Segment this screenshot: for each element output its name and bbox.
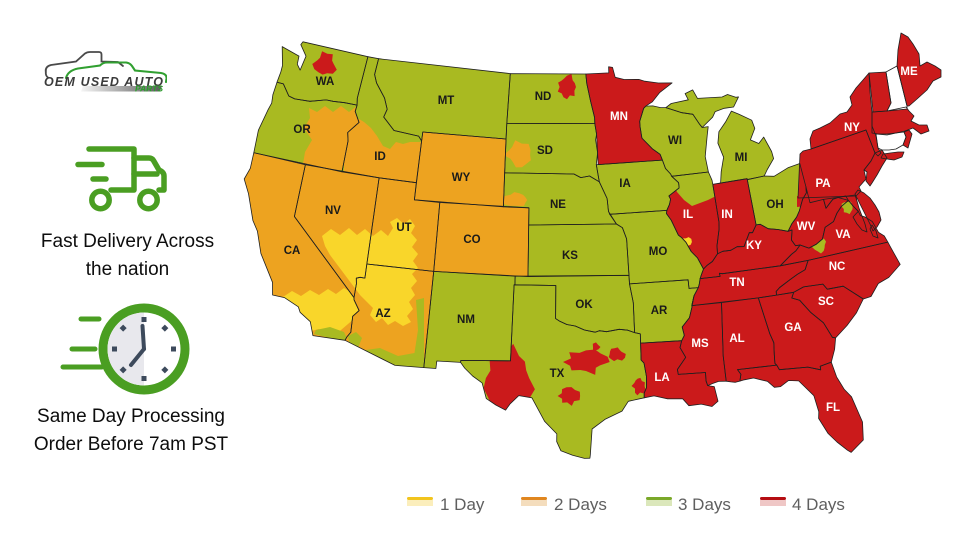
- svg-text:WV: WV: [797, 221, 816, 233]
- svg-text:PA: PA: [815, 178, 830, 190]
- svg-text:OR: OR: [293, 124, 311, 136]
- svg-text:PARTS: PARTS: [135, 84, 163, 94]
- svg-text:AZ: AZ: [375, 308, 390, 320]
- svg-text:GA: GA: [784, 322, 801, 334]
- svg-text:OK: OK: [575, 299, 593, 311]
- svg-text:MT: MT: [438, 95, 455, 107]
- svg-text:AR: AR: [651, 305, 668, 317]
- svg-text:SD: SD: [537, 145, 553, 157]
- svg-text:NM: NM: [457, 314, 475, 326]
- svg-text:FL: FL: [826, 402, 840, 414]
- svg-text:UT: UT: [396, 222, 411, 234]
- svg-text:IN: IN: [721, 209, 733, 221]
- svg-text:CA: CA: [284, 245, 301, 257]
- svg-text:LA: LA: [654, 372, 669, 384]
- svg-text:KS: KS: [562, 250, 578, 262]
- svg-text:OH: OH: [766, 199, 783, 211]
- svg-text:ID: ID: [374, 151, 386, 163]
- svg-text:KY: KY: [746, 240, 762, 252]
- svg-text:NY: NY: [844, 122, 860, 134]
- svg-text:WI: WI: [668, 135, 682, 147]
- svg-text:AL: AL: [729, 333, 744, 345]
- svg-text:NE: NE: [550, 199, 566, 211]
- svg-text:ME: ME: [900, 66, 918, 78]
- svg-text:IA: IA: [619, 178, 631, 190]
- svg-text:TX: TX: [550, 368, 565, 380]
- svg-text:NV: NV: [325, 205, 341, 217]
- svg-text:TN: TN: [729, 277, 744, 289]
- svg-text:VA: VA: [835, 229, 850, 241]
- svg-text:CO: CO: [463, 234, 480, 246]
- svg-text:IL: IL: [683, 209, 693, 221]
- svg-text:NC: NC: [829, 261, 846, 273]
- svg-text:MI: MI: [735, 152, 748, 164]
- svg-text:WA: WA: [316, 76, 335, 88]
- svg-text:ND: ND: [535, 91, 552, 103]
- svg-text:SC: SC: [818, 296, 834, 308]
- svg-text:WY: WY: [452, 172, 471, 184]
- svg-text:MO: MO: [649, 246, 668, 258]
- svg-text:MS: MS: [691, 338, 709, 350]
- svg-text:MN: MN: [610, 111, 628, 123]
